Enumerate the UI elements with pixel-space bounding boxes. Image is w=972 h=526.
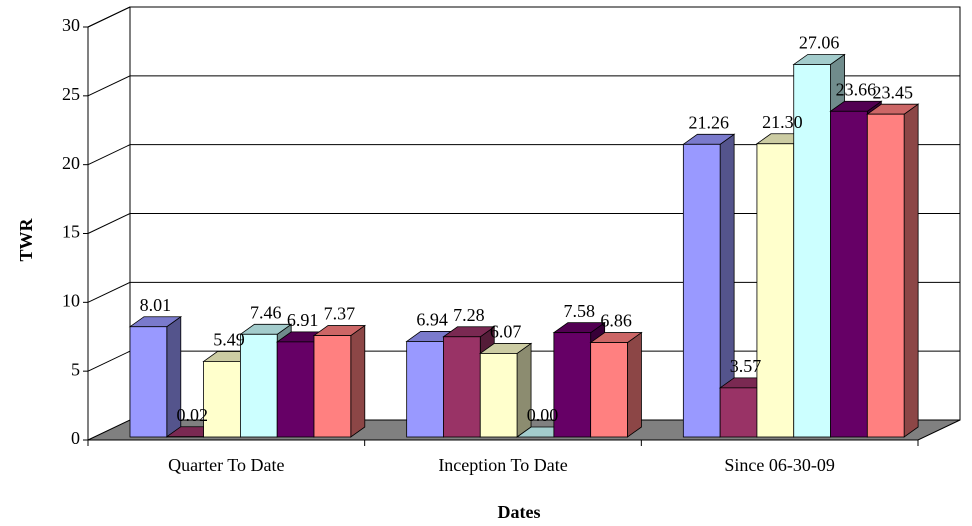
- bar: [406, 341, 444, 438]
- grid-side: [87, 6, 131, 28]
- data-label: 23.66: [836, 79, 877, 99]
- data-label: 23.45: [872, 82, 913, 102]
- bar-side: [903, 103, 919, 438]
- bar: [203, 361, 241, 438]
- y-tick-label: 0: [71, 428, 80, 448]
- data-label: 7.46: [250, 302, 282, 322]
- x-tick-label: Since 06-30-09: [724, 455, 834, 475]
- bar: [553, 332, 592, 438]
- data-label: 7.37: [324, 304, 356, 324]
- bar: [830, 110, 868, 438]
- bar: [756, 143, 795, 438]
- bar: [682, 143, 721, 438]
- y-tick-label: 20: [62, 153, 80, 173]
- y-tick-label: 15: [62, 222, 80, 242]
- data-label: 27.06: [799, 33, 840, 53]
- data-label: 21.26: [688, 112, 729, 132]
- grid-side: [87, 144, 131, 166]
- data-label: 7.28: [453, 305, 485, 325]
- bar: [866, 113, 905, 438]
- data-label: 3.57: [730, 356, 762, 376]
- grid-side: [87, 213, 131, 234]
- bar: [129, 326, 168, 438]
- data-label: 6.07: [490, 322, 522, 342]
- bar: [793, 64, 831, 438]
- y-tick-label: 5: [71, 359, 80, 379]
- bar: [239, 333, 278, 438]
- bar: [276, 341, 315, 438]
- data-label: 7.58: [564, 301, 596, 321]
- y-tick-label: 25: [62, 84, 80, 104]
- data-label: 6.94: [416, 310, 448, 330]
- x-tick-label: Inception To Date: [438, 455, 567, 475]
- y-tick-label: 30: [62, 15, 80, 35]
- grid-side: [87, 281, 131, 303]
- data-label: 0.02: [176, 405, 208, 425]
- bar: [479, 353, 518, 438]
- x-axis-label: Dates: [498, 502, 541, 522]
- bar: [443, 336, 481, 438]
- data-label: 6.91: [287, 310, 319, 330]
- grid-side: [87, 75, 131, 97]
- bar: [719, 387, 758, 438]
- data-label: 0.00: [527, 405, 559, 425]
- grid-side: [87, 350, 131, 372]
- bar: [313, 335, 352, 438]
- y-axis-label: TWR: [16, 218, 36, 262]
- data-label: 21.30: [762, 112, 803, 132]
- data-label: 8.01: [140, 295, 172, 315]
- data-label: 5.49: [213, 330, 245, 350]
- bar: [590, 342, 628, 438]
- x-tick-label: Quarter To Date: [168, 455, 284, 475]
- data-label: 6.86: [600, 311, 632, 331]
- y-tick-label: 10: [62, 290, 80, 310]
- bar-side: [350, 324, 366, 438]
- bar-side: [627, 331, 642, 438]
